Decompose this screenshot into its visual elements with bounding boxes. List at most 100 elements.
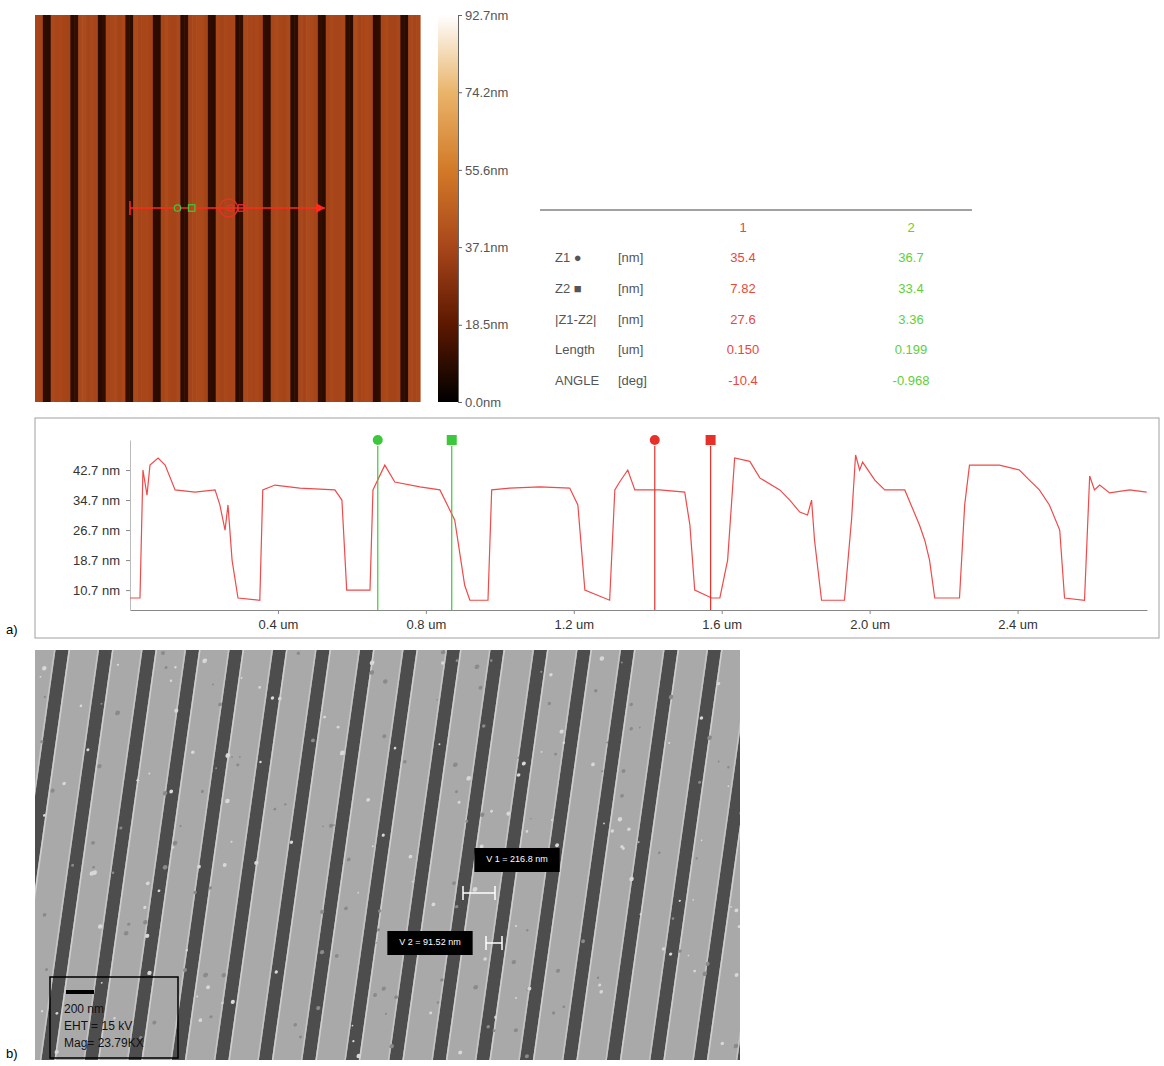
sem-speckle bbox=[41, 1010, 44, 1012]
afm-cell bbox=[412, 15, 417, 402]
afm-cell bbox=[121, 15, 126, 402]
sem-speckle bbox=[209, 1015, 213, 1018]
sem-speckle bbox=[221, 1002, 224, 1004]
sem-speckle bbox=[562, 1005, 565, 1008]
sem-speckle bbox=[540, 751, 542, 753]
sem-speckle bbox=[466, 776, 471, 781]
sem-speckle bbox=[382, 734, 386, 738]
colorbar-tick-label: 74.2nm bbox=[465, 85, 508, 100]
x-tick-label: 2.0 um bbox=[850, 617, 890, 632]
sem-speckle bbox=[639, 913, 642, 915]
colorbar-tick-mark bbox=[458, 92, 462, 93]
sem-speckle bbox=[174, 666, 177, 668]
afm-cell bbox=[389, 15, 394, 402]
sem-speckle bbox=[369, 670, 374, 675]
afm-cell bbox=[102, 15, 107, 402]
afm-cell bbox=[98, 15, 103, 402]
sem-speckle bbox=[323, 716, 326, 719]
x-axis-line bbox=[131, 610, 1148, 611]
sem-speckle bbox=[701, 839, 703, 841]
sem-speckle bbox=[148, 773, 150, 775]
sem-speckle bbox=[179, 825, 182, 827]
sem-speckle bbox=[717, 682, 721, 685]
sem-speckle bbox=[678, 950, 682, 953]
afm-cell bbox=[114, 15, 119, 402]
colorbar-tick-label: 37.1nm bbox=[465, 240, 508, 255]
sem-ridge-edge bbox=[619, 650, 680, 1060]
sem-speckle bbox=[698, 781, 702, 784]
y-tick-mark bbox=[126, 560, 130, 561]
annotation-text: V 2 = 91.52 nm bbox=[399, 937, 460, 947]
sem-speckle bbox=[455, 659, 458, 662]
afm-cell bbox=[396, 15, 401, 402]
afm-cell bbox=[66, 15, 71, 402]
sem-speckle bbox=[164, 666, 167, 669]
y-tick-label: 26.7 nm bbox=[73, 523, 120, 538]
sem-speckle bbox=[172, 846, 175, 848]
sem-speckle bbox=[733, 1044, 738, 1049]
sem-ridge-edge bbox=[402, 650, 463, 1060]
sem-speckle bbox=[183, 968, 188, 972]
measure-cap bbox=[462, 886, 464, 900]
sem-speckle bbox=[340, 750, 345, 755]
sem-speckle bbox=[627, 827, 631, 831]
sem-speckle bbox=[511, 960, 516, 964]
sem-speckle bbox=[678, 900, 681, 902]
table-row-label: Z1 ● bbox=[555, 250, 582, 265]
sem-speckle bbox=[225, 799, 230, 804]
table-cell: -10.4 bbox=[728, 373, 758, 388]
y-tick: 26.7 nm bbox=[73, 523, 130, 538]
x-tick: 1.6 um bbox=[702, 610, 742, 632]
afm-cell bbox=[408, 15, 413, 402]
y-tick: 18.7 nm bbox=[73, 553, 130, 568]
x-tick: 1.2 um bbox=[554, 610, 594, 632]
sem-speckle bbox=[515, 997, 517, 999]
sem-speckle bbox=[43, 814, 46, 817]
sem-ridge-edge bbox=[141, 650, 202, 1060]
sem-speckle bbox=[40, 740, 44, 743]
table-row-unit: [nm] bbox=[618, 281, 643, 296]
sem-speckle bbox=[320, 910, 325, 914]
afm-cell bbox=[86, 15, 91, 402]
sem-speckle bbox=[202, 658, 207, 663]
afm-cell bbox=[59, 15, 64, 402]
colorbar-tick-mark bbox=[458, 15, 462, 16]
overlay-cursor bbox=[227, 205, 233, 211]
overlay-start-cap bbox=[129, 201, 131, 215]
sem-speckle bbox=[482, 724, 486, 728]
sem-speckle bbox=[218, 703, 222, 707]
measure-cap bbox=[501, 936, 503, 950]
afm-cell bbox=[74, 15, 79, 402]
afm-cell bbox=[63, 15, 68, 402]
sem-speckle bbox=[366, 798, 370, 802]
sem-speckle bbox=[206, 985, 210, 989]
sem-speckle bbox=[174, 709, 179, 713]
table-cell: 27.6 bbox=[730, 312, 755, 327]
sem-speckle bbox=[119, 826, 123, 829]
overlay-cursor bbox=[188, 205, 194, 211]
sem-speckle bbox=[702, 972, 707, 977]
sem-speckle bbox=[100, 703, 102, 705]
panel-label: a) bbox=[6, 622, 18, 637]
sem-speckle bbox=[146, 881, 150, 885]
annotation-box bbox=[387, 931, 472, 955]
table-row-label: ANGLE bbox=[555, 373, 599, 388]
sem-speckle bbox=[320, 950, 325, 954]
sem-speckle bbox=[208, 886, 212, 890]
afm-cell bbox=[82, 15, 87, 402]
sem-speckle bbox=[517, 773, 521, 777]
colorbar-axis-line bbox=[459, 16, 463, 403]
sem-speckle bbox=[403, 760, 407, 764]
sem-speckle bbox=[193, 891, 197, 895]
sem-speckle bbox=[145, 934, 150, 938]
sem-speckle bbox=[547, 702, 551, 705]
sem-speckle bbox=[629, 703, 633, 706]
sem-speckle bbox=[581, 939, 585, 943]
sem-speckle bbox=[336, 726, 339, 729]
sem-speckle bbox=[215, 767, 217, 769]
scale-bar bbox=[66, 990, 94, 994]
sem-speckle bbox=[352, 1040, 355, 1042]
table-column-head: 1 bbox=[739, 220, 746, 235]
sem-speckle bbox=[472, 887, 477, 892]
colorbar-tick: 18.5nm bbox=[458, 317, 508, 332]
